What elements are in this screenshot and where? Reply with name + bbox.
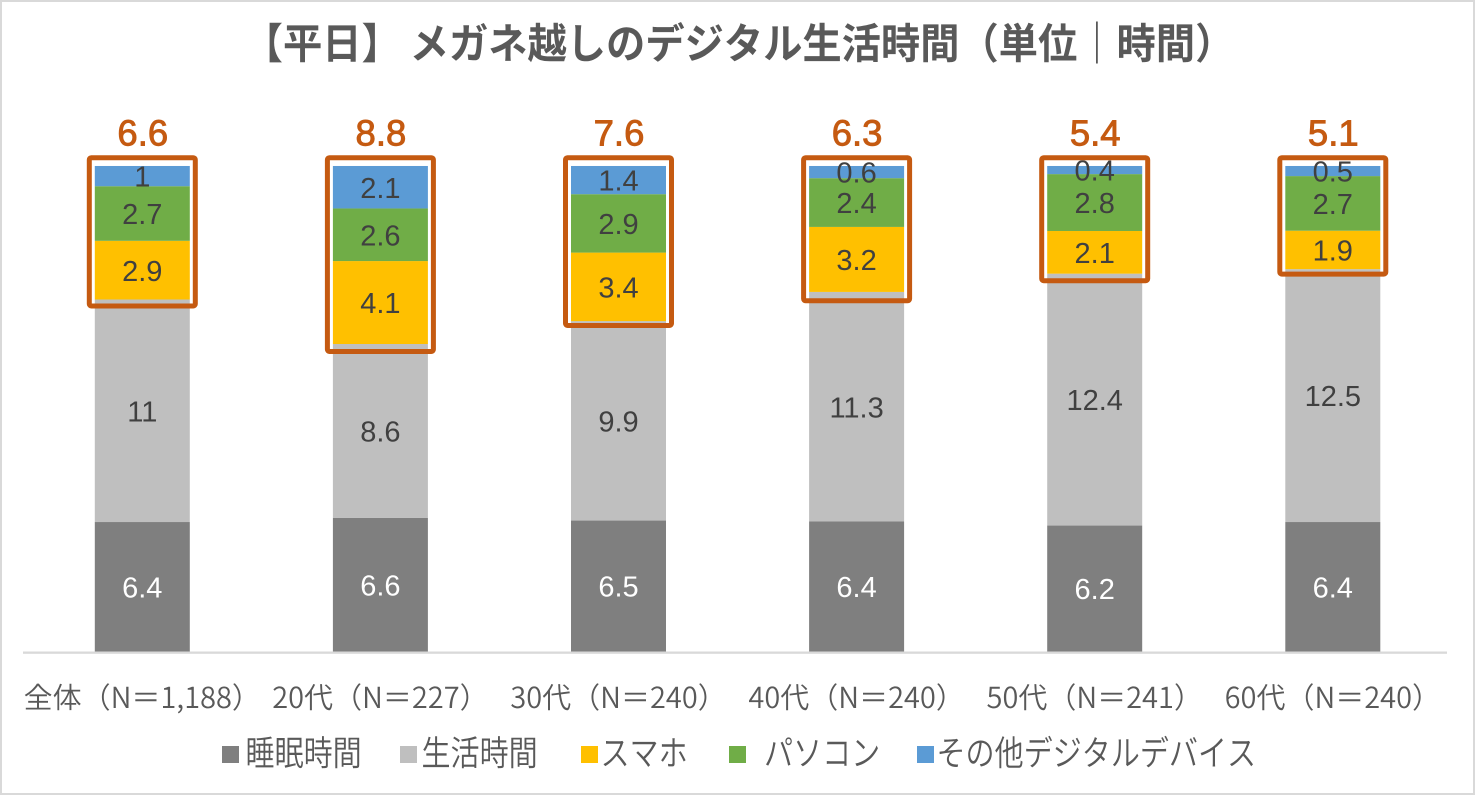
svg-text:1: 1	[134, 162, 150, 194]
svg-text:6.2: 6.2	[1075, 574, 1115, 606]
svg-text:2.7: 2.7	[122, 199, 162, 231]
svg-text:8.8: 8.8	[356, 113, 407, 154]
svg-text:1.9: 1.9	[1313, 236, 1353, 268]
svg-text:11.3: 11.3	[829, 392, 883, 424]
svg-text:6.4: 6.4	[1313, 572, 1353, 604]
svg-text:2.7: 2.7	[1313, 189, 1353, 221]
svg-text:2.9: 2.9	[598, 209, 638, 241]
svg-text:2.4: 2.4	[836, 188, 876, 220]
svg-text:2.9: 2.9	[122, 256, 162, 288]
svg-text:12.5: 12.5	[1305, 381, 1361, 413]
svg-text:5.1: 5.1	[1308, 113, 1359, 154]
svg-text:12.4: 12.4	[1066, 385, 1122, 417]
svg-text:11: 11	[127, 396, 157, 428]
svg-text:6.6: 6.6	[360, 570, 400, 602]
svg-text:0.4: 0.4	[1075, 156, 1115, 188]
svg-text:6.4: 6.4	[122, 572, 162, 604]
svg-text:0.5: 0.5	[1313, 157, 1353, 189]
svg-text:4.1: 4.1	[360, 288, 400, 320]
svg-text:2.1: 2.1	[360, 173, 400, 205]
svg-text:3.2: 3.2	[836, 245, 876, 277]
svg-text:5.4: 5.4	[1070, 113, 1121, 154]
svg-text:2.1: 2.1	[1075, 238, 1115, 270]
svg-text:7.6: 7.6	[594, 113, 645, 154]
svg-text:6.4: 6.4	[836, 572, 876, 604]
svg-text:9.9: 9.9	[598, 406, 638, 438]
svg-text:1.4: 1.4	[598, 166, 638, 198]
svg-text:8.6: 8.6	[360, 417, 400, 449]
svg-text:2.6: 2.6	[360, 220, 400, 252]
svg-text:6.6: 6.6	[117, 113, 168, 154]
svg-text:0.6: 0.6	[836, 158, 876, 190]
svg-text:2.8: 2.8	[1075, 188, 1115, 220]
svg-text:6.5: 6.5	[598, 572, 638, 604]
svg-text:6.3: 6.3	[832, 113, 883, 154]
svg-text:3.4: 3.4	[598, 273, 638, 305]
